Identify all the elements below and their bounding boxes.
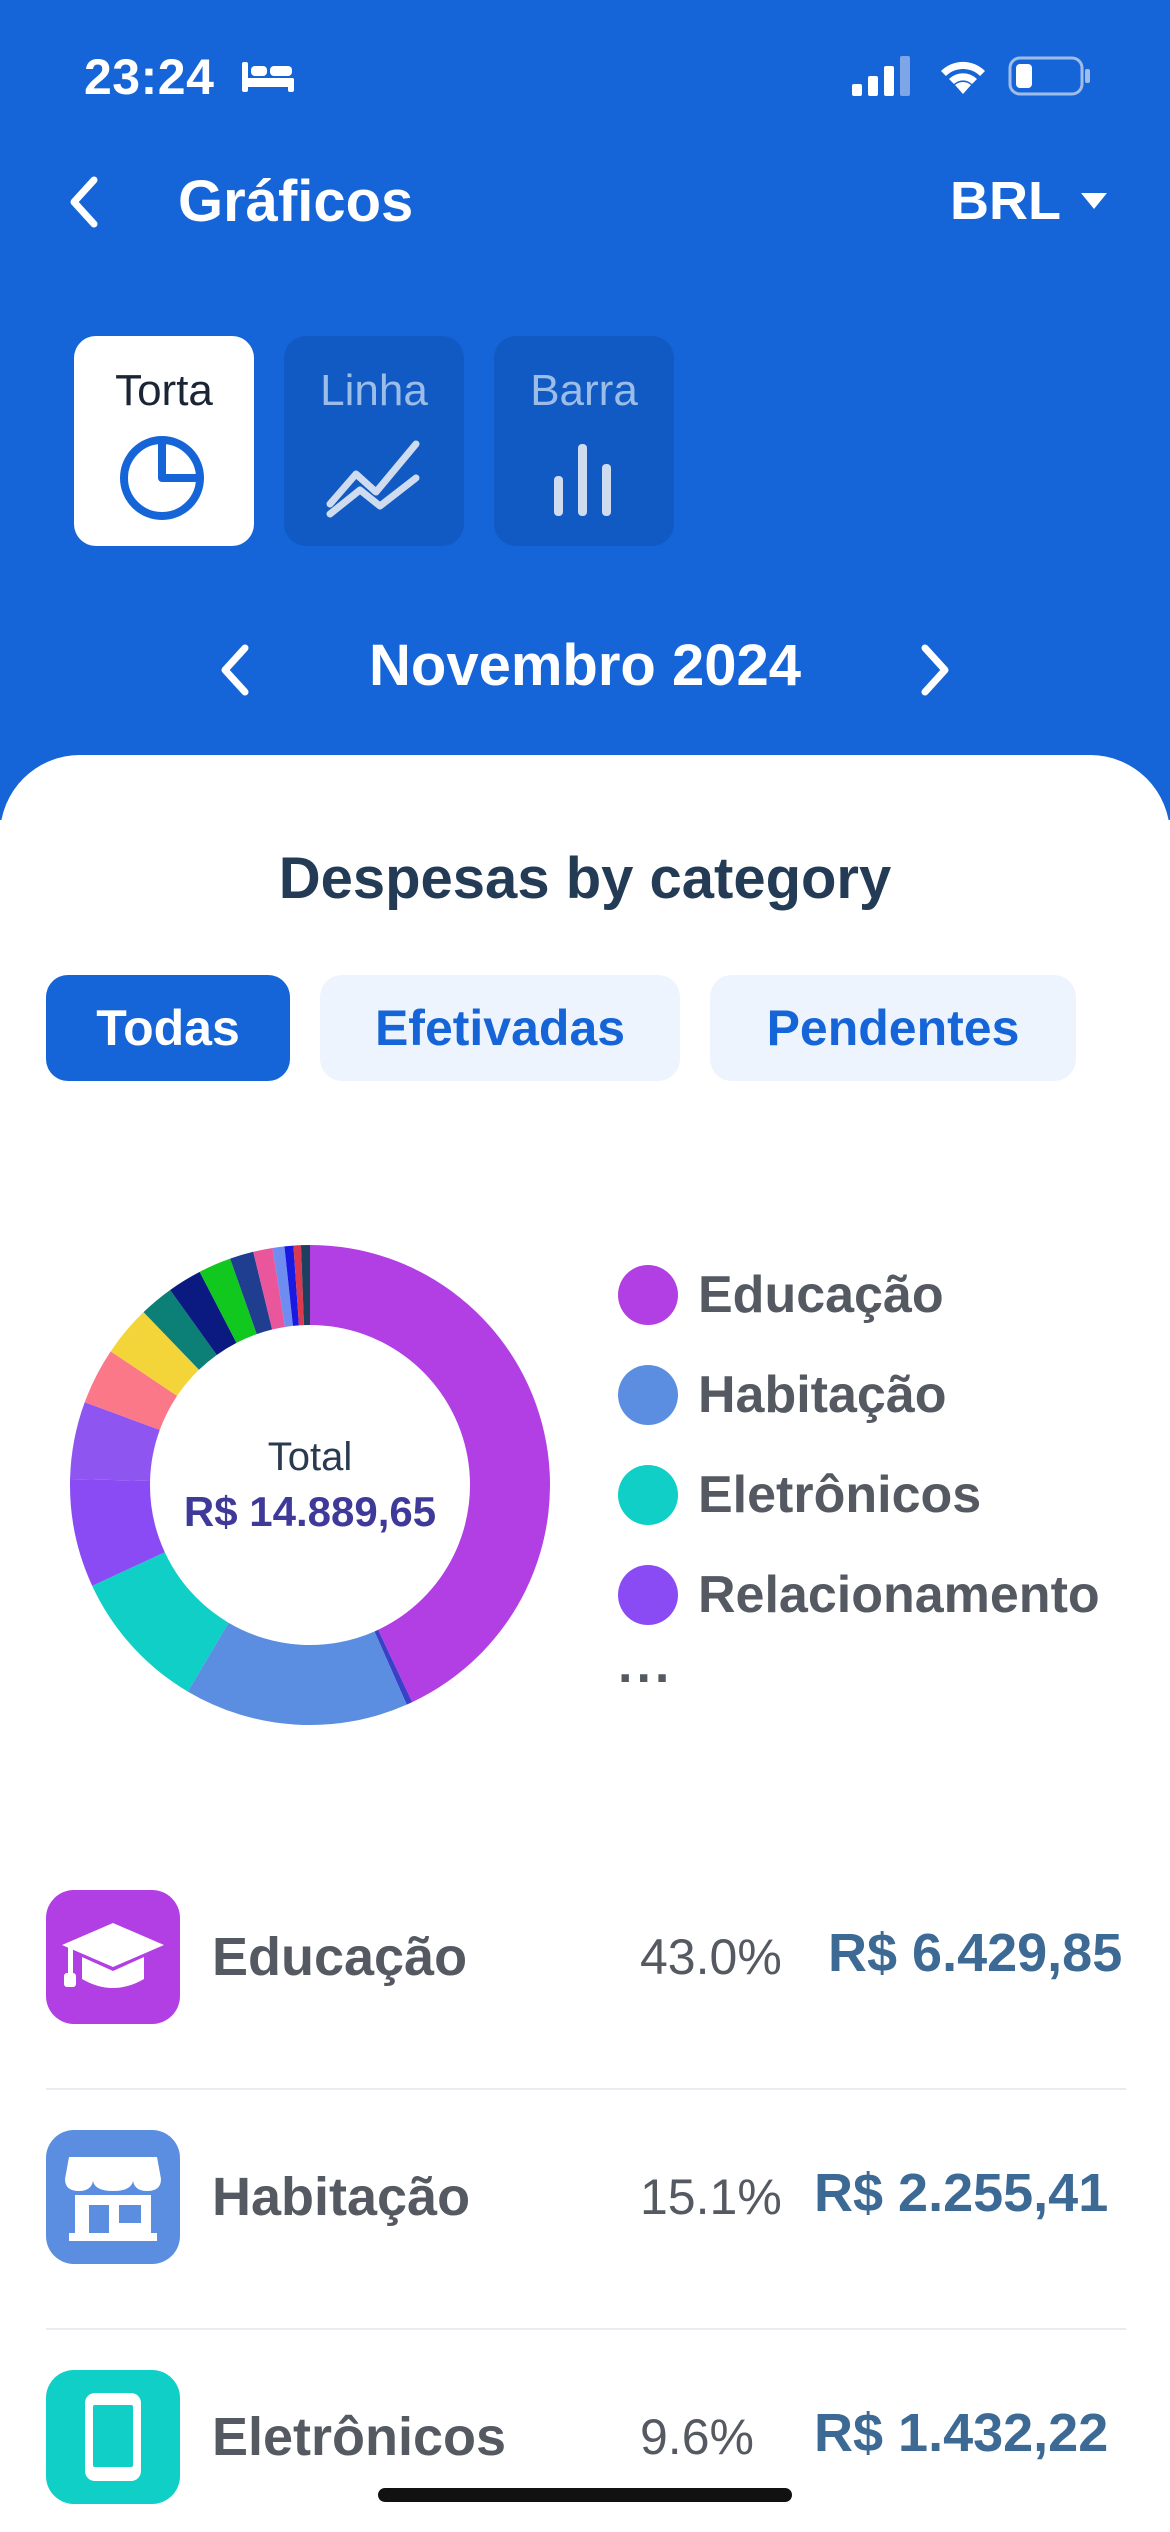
donut-slice[interactable] bbox=[70, 1402, 160, 1481]
caret-down-icon bbox=[1080, 193, 1107, 209]
donut-slice[interactable] bbox=[70, 1478, 165, 1586]
category-percent: 43.0% bbox=[640, 1929, 782, 1985]
category-amount: R$ 2.255,41 bbox=[814, 2163, 1109, 2223]
chart-legend: Educação Habitação Eletrônicos Relaciona… bbox=[618, 1245, 1100, 1695]
tab-label: Linha bbox=[320, 366, 428, 415]
filter-pending-button[interactable]: Pendentes bbox=[710, 975, 1076, 1081]
chevron-left-icon bbox=[70, 176, 98, 228]
legend-dot bbox=[618, 1365, 678, 1425]
filter-effective-button[interactable]: Efetivadas bbox=[320, 975, 680, 1081]
category-name: Eletrônicos bbox=[212, 2407, 507, 2467]
storefront-icon bbox=[46, 2130, 180, 2264]
next-month-button[interactable] bbox=[905, 630, 965, 710]
wifi-icon bbox=[935, 52, 991, 101]
donut-slice[interactable] bbox=[143, 1289, 217, 1370]
battery-icon bbox=[1008, 56, 1092, 101]
bar-chart-icon bbox=[544, 430, 624, 525]
graduation-cap-icon bbox=[46, 1890, 180, 2024]
donut-slice[interactable] bbox=[300, 1245, 310, 1326]
legend-label: Educação bbox=[698, 1266, 944, 1324]
legend-dot bbox=[618, 1265, 678, 1325]
donut-slice[interactable] bbox=[374, 1629, 413, 1705]
category-row-eletronicos[interactable]: Eletrônicos 9.6% R$ 1.432,22 bbox=[46, 2330, 1126, 2532]
legend-item[interactable]: Relacionamento bbox=[618, 1545, 1100, 1645]
back-button[interactable] bbox=[48, 162, 120, 242]
header: 23:24 Gráficos BRL Torta Linha Barra bbox=[0, 0, 1170, 820]
donut-slice[interactable] bbox=[253, 1247, 285, 1330]
tab-line-chart[interactable]: Linha bbox=[284, 336, 464, 546]
donut-slice[interactable] bbox=[310, 1245, 550, 1703]
previous-month-button[interactable] bbox=[205, 630, 265, 710]
legend-label: Habitação bbox=[698, 1366, 947, 1424]
line-chart-icon bbox=[326, 430, 422, 525]
donut-slice[interactable] bbox=[170, 1271, 237, 1355]
legend-item[interactable]: Educação bbox=[618, 1245, 1100, 1345]
legend-dot bbox=[618, 1565, 678, 1625]
category-amount: R$ 1.432,22 bbox=[814, 2403, 1109, 2463]
category-name: Habitação bbox=[212, 2167, 471, 2227]
donut-center: Total R$ 14.889,65 bbox=[60, 1235, 560, 1735]
legend-dot bbox=[618, 1465, 678, 1525]
category-percent: 9.6% bbox=[640, 2409, 754, 2465]
smartphone-icon bbox=[46, 2370, 180, 2504]
chevron-left-icon bbox=[221, 644, 249, 696]
tab-label: Torta bbox=[115, 366, 213, 415]
currency-select[interactable]: BRL bbox=[950, 170, 1109, 232]
currency-label: BRL bbox=[950, 171, 1061, 231]
donut-slice[interactable] bbox=[230, 1251, 273, 1335]
status-time: 23:24 bbox=[84, 49, 215, 105]
home-indicator bbox=[378, 2488, 792, 2502]
bed-icon bbox=[240, 58, 296, 99]
category-row-habitacao[interactable]: Habitação 15.1% R$ 2.255,41 bbox=[46, 2090, 1126, 2330]
month-label: Novembro 2024 bbox=[369, 633, 801, 698]
category-percent: 15.1% bbox=[640, 2169, 782, 2225]
total-value: R$ 14.889,65 bbox=[183, 1487, 437, 1535]
legend-item[interactable]: Eletrônicos bbox=[618, 1445, 1100, 1545]
legend-item[interactable]: Habitação bbox=[618, 1345, 1100, 1445]
filter-label: Todas bbox=[96, 1000, 240, 1056]
legend-more[interactable]: ... bbox=[618, 1636, 674, 1694]
section-title: Despesas by category bbox=[278, 846, 892, 911]
donut-slice[interactable] bbox=[199, 1258, 257, 1343]
donut-slice[interactable] bbox=[187, 1622, 407, 1725]
chart-card: Despesas by category Todas Efetivadas Pe… bbox=[0, 755, 1170, 2532]
filter-label: Pendentes bbox=[766, 1000, 1020, 1056]
page-title: Gráficos bbox=[178, 169, 414, 234]
tab-bar-chart[interactable]: Barra bbox=[494, 336, 674, 546]
donut-slice[interactable] bbox=[110, 1312, 200, 1396]
pie-chart-icon bbox=[118, 430, 210, 527]
cellular-signal-icon bbox=[852, 56, 916, 101]
filter-all-button[interactable]: Todas bbox=[46, 975, 290, 1081]
legend-label: Relacionamento bbox=[698, 1566, 1100, 1624]
category-amount: R$ 6.429,85 bbox=[828, 1923, 1123, 1983]
total-label: Total bbox=[267, 1434, 353, 1479]
donut-slice[interactable] bbox=[92, 1552, 229, 1692]
donut-slice[interactable] bbox=[284, 1245, 299, 1326]
tab-pie-chart[interactable]: Torta bbox=[74, 336, 254, 546]
donut-chart[interactable] bbox=[60, 1235, 560, 1735]
legend-label: Eletrônicos bbox=[698, 1466, 982, 1524]
donut-slice[interactable] bbox=[272, 1246, 293, 1327]
donut-slice[interactable] bbox=[84, 1351, 178, 1430]
tab-label: Barra bbox=[530, 366, 638, 415]
chevron-right-icon bbox=[921, 644, 949, 696]
filter-label: Efetivadas bbox=[374, 1000, 626, 1056]
category-name: Educação bbox=[212, 1927, 468, 1987]
category-row-educacao[interactable]: Educação 43.0% R$ 6.429,85 bbox=[46, 1850, 1126, 2090]
donut-slice[interactable] bbox=[293, 1245, 304, 1326]
